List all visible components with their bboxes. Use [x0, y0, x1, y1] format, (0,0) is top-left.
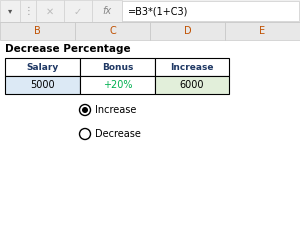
- Text: Decrease: Decrease: [95, 129, 141, 139]
- Text: ⋮: ⋮: [23, 6, 33, 16]
- FancyBboxPatch shape: [92, 0, 122, 22]
- FancyBboxPatch shape: [150, 22, 225, 40]
- Circle shape: [82, 107, 88, 113]
- FancyBboxPatch shape: [122, 1, 299, 21]
- FancyBboxPatch shape: [5, 76, 80, 94]
- Text: Bonus: Bonus: [102, 62, 133, 72]
- Text: Increase: Increase: [95, 105, 136, 115]
- Text: Decrease Percentage: Decrease Percentage: [5, 44, 130, 54]
- Text: C: C: [109, 26, 116, 36]
- FancyBboxPatch shape: [36, 0, 64, 22]
- FancyBboxPatch shape: [0, 0, 300, 22]
- FancyBboxPatch shape: [155, 58, 229, 76]
- FancyBboxPatch shape: [75, 22, 150, 40]
- Circle shape: [80, 128, 91, 140]
- Text: ✕: ✕: [46, 6, 54, 16]
- Text: E: E: [260, 26, 266, 36]
- Text: Increase: Increase: [170, 62, 214, 72]
- Text: 6000: 6000: [180, 80, 204, 90]
- Text: Salary: Salary: [26, 62, 58, 72]
- FancyBboxPatch shape: [5, 58, 80, 76]
- Text: D: D: [184, 26, 191, 36]
- Text: ✓: ✓: [74, 6, 82, 16]
- Text: =B3*(1+C3): =B3*(1+C3): [128, 6, 188, 16]
- FancyBboxPatch shape: [20, 0, 36, 22]
- FancyBboxPatch shape: [0, 22, 75, 40]
- Circle shape: [80, 104, 91, 116]
- FancyBboxPatch shape: [0, 22, 300, 40]
- FancyBboxPatch shape: [80, 76, 155, 94]
- FancyBboxPatch shape: [0, 0, 20, 22]
- Text: ▾: ▾: [8, 6, 12, 16]
- FancyBboxPatch shape: [225, 22, 300, 40]
- FancyBboxPatch shape: [155, 76, 229, 94]
- Text: +20%: +20%: [103, 80, 132, 90]
- Text: B: B: [34, 26, 41, 36]
- FancyBboxPatch shape: [80, 58, 155, 76]
- Text: fx: fx: [102, 6, 112, 16]
- FancyBboxPatch shape: [64, 0, 92, 22]
- Text: 5000: 5000: [30, 80, 55, 90]
